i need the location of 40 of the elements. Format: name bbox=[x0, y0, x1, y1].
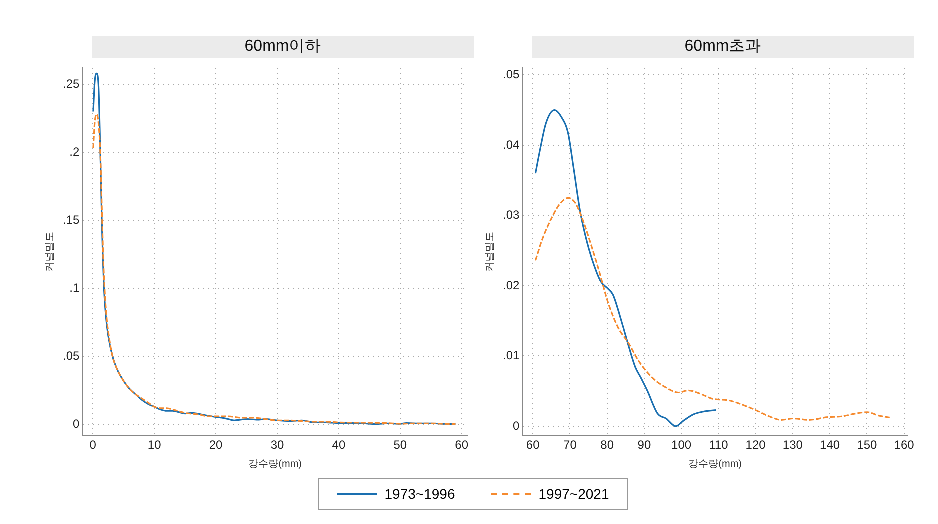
legend-label: 1973~1996 bbox=[384, 486, 456, 502]
x-tick-label: 30 bbox=[270, 438, 284, 452]
x-tick-label: 130 bbox=[782, 438, 804, 452]
y-axis-title: 커널밀도 bbox=[484, 232, 496, 272]
line-series bbox=[534, 197, 892, 421]
x-tick-label: 80 bbox=[600, 438, 614, 452]
y-tick-label: .05 bbox=[62, 348, 80, 363]
x-tick-label: 90 bbox=[638, 438, 652, 452]
y-tick-label: .02 bbox=[502, 278, 520, 292]
y-axis-title: 커널밀도 bbox=[44, 232, 56, 272]
chart-title: 60mm이하 bbox=[92, 36, 474, 58]
y-tick-label: 0 bbox=[512, 418, 520, 433]
x-tick-label: 120 bbox=[746, 438, 766, 452]
x-tick-label: 160 bbox=[894, 438, 915, 452]
y-tick-label: .04 bbox=[502, 138, 520, 152]
chart-title: 60mm초과 bbox=[532, 36, 914, 58]
x-tick-label: 110 bbox=[709, 438, 729, 452]
y-tick-label: .2 bbox=[70, 144, 80, 159]
x-tick-label: 20 bbox=[209, 438, 224, 452]
x-tick-label: 70 bbox=[564, 438, 578, 452]
x-tick-label: 150 bbox=[857, 438, 878, 452]
x-tick-label: 10 bbox=[148, 438, 162, 452]
y-tick-label: .01 bbox=[502, 348, 520, 363]
y-tick-label: .03 bbox=[502, 208, 520, 222]
x-axis-title: 강수량(mm) bbox=[688, 458, 742, 470]
y-tick-label: 0 bbox=[72, 417, 80, 432]
x-axis-title: 강수량(mm) bbox=[248, 458, 302, 470]
x-tick-label: 60 bbox=[455, 438, 469, 452]
x-tick-label: 50 bbox=[394, 438, 408, 452]
y-tick-label: .1 bbox=[70, 280, 80, 295]
x-tick-label: 40 bbox=[332, 438, 346, 452]
y-tick-label: .05 bbox=[502, 68, 520, 82]
y-tick-label: .15 bbox=[62, 212, 80, 227]
x-tick-label: 0 bbox=[90, 438, 97, 452]
x-tick-label: 140 bbox=[820, 438, 840, 452]
legend-label: 1997~2021 bbox=[538, 486, 610, 502]
y-tick-label: .25 bbox=[62, 76, 80, 91]
line-series bbox=[534, 110, 718, 428]
x-tick-label: 60 bbox=[526, 438, 540, 452]
x-tick-label: 100 bbox=[672, 438, 692, 452]
